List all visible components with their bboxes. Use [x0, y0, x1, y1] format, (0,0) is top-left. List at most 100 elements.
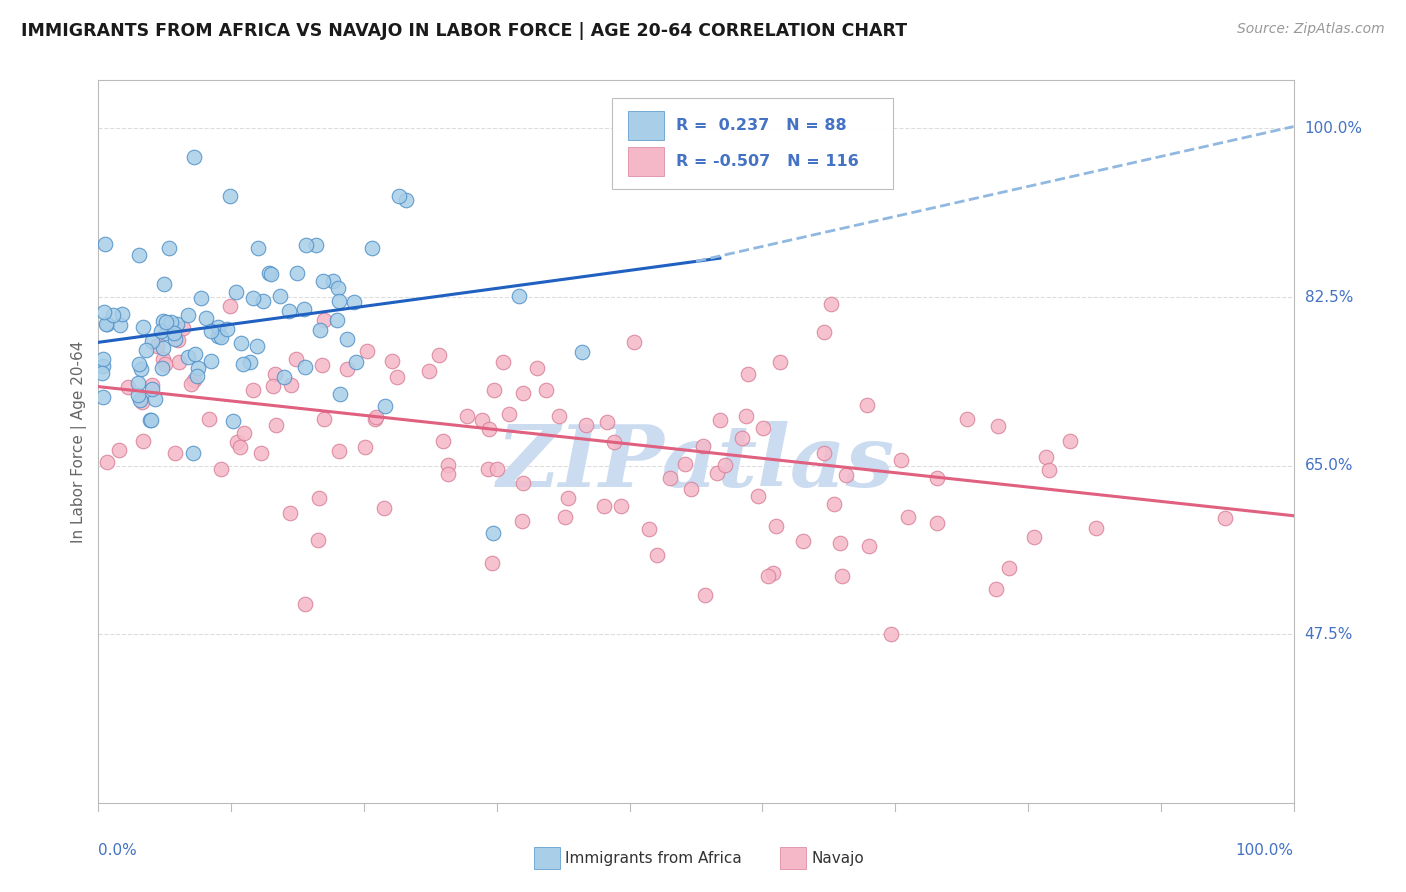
Point — [364, 411, 387, 425]
Point — [344, 355, 367, 369]
Text: 100.0%: 100.0% — [1236, 843, 1294, 857]
Point — [263, 367, 285, 381]
Point — [765, 518, 787, 533]
Point — [526, 361, 548, 376]
Point — [153, 277, 176, 291]
Point — [207, 319, 229, 334]
Point — [132, 434, 155, 448]
Point — [94, 317, 117, 331]
Text: 47.5%: 47.5% — [1305, 627, 1353, 641]
Point — [823, 497, 845, 511]
Point — [681, 483, 703, 497]
Point — [186, 368, 208, 383]
Point — [250, 445, 273, 459]
Point — [364, 409, 387, 424]
Point — [200, 324, 222, 338]
Point — [312, 275, 335, 289]
Point — [232, 357, 254, 371]
Point — [134, 343, 156, 358]
Point — [830, 536, 852, 550]
Point — [385, 369, 408, 384]
Point — [312, 313, 335, 327]
Point — [260, 267, 283, 281]
Point — [395, 193, 418, 207]
Point — [157, 240, 180, 254]
Point — [96, 455, 118, 469]
Point — [984, 582, 1007, 596]
Point — [108, 318, 131, 332]
Point — [880, 627, 903, 641]
Point — [308, 491, 330, 505]
Point — [233, 425, 256, 440]
Point — [897, 509, 920, 524]
Point — [328, 444, 350, 458]
Point — [820, 297, 842, 311]
FancyBboxPatch shape — [628, 147, 664, 177]
Point — [388, 188, 411, 202]
Point — [222, 414, 245, 428]
Point — [692, 439, 714, 453]
Point — [180, 377, 202, 392]
Point — [150, 360, 173, 375]
Point — [329, 387, 352, 401]
Point — [437, 467, 460, 481]
Point — [131, 395, 153, 409]
Point — [269, 289, 291, 303]
Text: ZIPatlas: ZIPatlas — [496, 421, 896, 505]
Point — [835, 468, 858, 483]
Point — [714, 458, 737, 472]
Point — [492, 355, 515, 369]
Point — [139, 412, 162, 426]
Point — [93, 304, 115, 318]
Point — [427, 348, 450, 362]
Point — [117, 380, 139, 394]
Point — [129, 393, 152, 408]
Text: Immigrants from Africa: Immigrants from Africa — [565, 851, 742, 865]
FancyBboxPatch shape — [628, 112, 664, 140]
Point — [512, 386, 534, 401]
Point — [194, 310, 217, 325]
Point — [91, 351, 114, 366]
Point — [484, 383, 506, 397]
Text: R =  0.237   N = 88: R = 0.237 N = 88 — [676, 119, 846, 133]
Point — [731, 431, 754, 445]
Point — [360, 241, 382, 255]
Text: Source: ZipAtlas.com: Source: ZipAtlas.com — [1237, 22, 1385, 37]
Point — [225, 285, 247, 300]
Point — [294, 597, 316, 611]
Point — [163, 333, 186, 347]
Point — [418, 364, 440, 378]
Point — [512, 476, 534, 491]
Point — [706, 466, 728, 480]
Point — [548, 409, 571, 423]
Point — [1213, 511, 1236, 525]
Text: R = -0.507   N = 116: R = -0.507 N = 116 — [676, 154, 859, 169]
Point — [183, 150, 205, 164]
Point — [183, 373, 205, 387]
Point — [354, 440, 377, 454]
Point — [155, 326, 177, 340]
Point — [762, 566, 785, 580]
Point — [571, 345, 593, 359]
Point — [155, 357, 177, 371]
Y-axis label: In Labor Force | Age 20-64: In Labor Force | Age 20-64 — [72, 341, 87, 542]
Point — [432, 434, 454, 448]
Point — [637, 522, 659, 536]
Point — [284, 351, 307, 366]
Text: 65.0%: 65.0% — [1305, 458, 1353, 473]
Text: Navajo: Navajo — [811, 851, 865, 865]
Text: 100.0%: 100.0% — [1305, 121, 1362, 136]
Point — [101, 308, 124, 322]
Point — [768, 355, 790, 369]
Point — [1035, 450, 1057, 465]
Point — [111, 308, 134, 322]
Point — [91, 359, 114, 374]
Point — [603, 434, 626, 449]
Point — [152, 341, 174, 355]
Point — [181, 445, 204, 459]
Point — [328, 281, 350, 295]
Point — [609, 499, 631, 513]
Point — [997, 561, 1019, 575]
Point — [163, 326, 186, 341]
Point — [309, 323, 332, 337]
